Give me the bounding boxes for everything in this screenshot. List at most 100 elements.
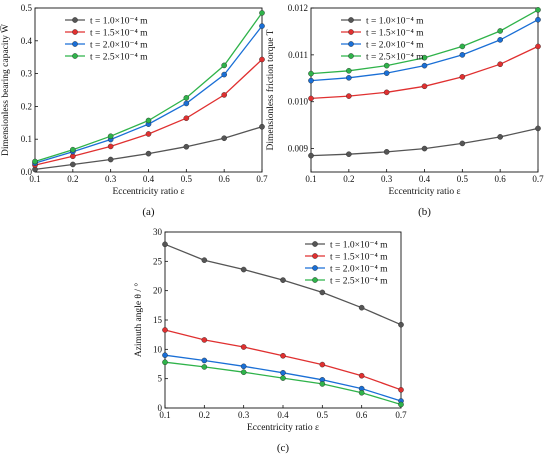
data-point <box>398 321 404 328</box>
y-tick-label: 0.5 <box>21 3 33 13</box>
data-point <box>162 327 168 333</box>
x-tick-label: 0.3 <box>105 174 117 184</box>
legend-swatch-marker <box>72 53 78 59</box>
legend-label: t = 2.5×10⁻⁴ m <box>90 53 148 63</box>
data-point <box>259 10 265 16</box>
data-point <box>201 257 208 263</box>
series-line-2 <box>34 59 263 166</box>
y-tick-label: 15 <box>153 315 163 325</box>
legend-swatch-marker <box>348 17 354 23</box>
x-tick-label: 0.2 <box>199 410 210 420</box>
y-tick-label: 0.4 <box>21 36 33 46</box>
x-tick-label: 0.5 <box>457 174 469 184</box>
x-tick-label: 0.5 <box>317 410 329 420</box>
data-point <box>308 95 314 102</box>
legend-swatch-marker <box>72 29 78 35</box>
data-point <box>259 23 265 29</box>
y-axis-title: Azimuth angle θ / ° <box>133 283 144 358</box>
data-point <box>280 369 286 376</box>
legend-label: t = 1.0×10⁻⁴ m <box>366 17 424 27</box>
x-tick-label: 0.6 <box>356 410 368 420</box>
y-tick-label: 30 <box>153 227 163 237</box>
legend-label: t = 2.0×10⁻⁴ m <box>90 41 148 51</box>
panel-label: (b) <box>418 206 431 218</box>
series-line-4 <box>164 361 402 406</box>
legend-swatch-marker <box>312 253 318 259</box>
data-point <box>107 133 114 140</box>
data-point <box>383 89 390 96</box>
legend-swatch-marker <box>312 277 318 283</box>
legend: t = 1.0×10⁻⁴ m t = 1.5×10⁻⁴ m t = 2.0×10⁻⁴… <box>305 241 388 287</box>
legend: t = 1.0×10⁻⁴ m t = 1.5×10⁻⁴ m t = 2.0×10⁻⁴… <box>341 17 424 63</box>
data-point <box>535 7 541 13</box>
y-tick-label: 0.011 <box>288 50 308 60</box>
x-tick-label: 0.1 <box>29 174 40 184</box>
panel-label: (c) <box>277 442 290 454</box>
data-point <box>398 401 404 408</box>
data-point <box>346 75 352 81</box>
y-tick-label: 0.0 <box>21 167 33 177</box>
data-point <box>497 37 503 43</box>
y-tick-label: 10 <box>153 344 163 354</box>
data-point <box>346 67 352 74</box>
legend-label: t = 1.0×10⁻⁴ m <box>90 17 148 27</box>
data-point <box>459 140 466 147</box>
data-point <box>201 357 208 364</box>
x-tick-label: 0.6 <box>495 174 507 184</box>
chart-panel-1: 0.1 0.2 0.3 0.4 0.5 0.6 0.70.00.10.20.30.40.5E… <box>0 3 268 218</box>
y-tick-label: 25 <box>153 256 163 266</box>
x-tick-label: 0.3 <box>381 174 393 184</box>
y-tick-label: 0.009 <box>288 144 309 154</box>
series-line-1 <box>310 127 539 157</box>
data-point <box>240 369 247 376</box>
data-point <box>221 71 227 78</box>
data-point <box>32 158 38 165</box>
data-point <box>398 387 404 393</box>
data-point <box>240 344 247 350</box>
data-point <box>319 289 326 296</box>
x-tick-label: 0.7 <box>532 174 544 184</box>
data-point <box>107 143 114 150</box>
data-point <box>421 54 428 61</box>
data-point <box>183 115 190 122</box>
y-tick-label: 0.1 <box>21 134 32 144</box>
x-axis-title: Eccentricity ratio ε <box>247 423 319 433</box>
legend-swatch-marker <box>72 17 78 23</box>
series-line-4 <box>34 12 263 163</box>
data-point <box>259 56 265 63</box>
legend-label: t = 1.5×10⁻⁴ m <box>90 29 148 39</box>
legend-swatch-marker <box>348 29 354 35</box>
data-point <box>497 61 503 68</box>
data-point <box>497 134 503 140</box>
data-point <box>221 62 227 69</box>
data-point <box>162 241 168 248</box>
x-tick-label: 0.4 <box>419 174 431 184</box>
data-point <box>259 123 265 130</box>
data-point <box>240 363 247 370</box>
data-point <box>383 62 390 69</box>
x-tick-label: 0.4 <box>277 410 289 420</box>
x-tick-label: 0.7 <box>256 174 268 184</box>
data-point <box>308 70 314 77</box>
chart-panel-3: 0.1 0.2 0.3 0.4 0.5 0.6 0.7 0 5 10 15 20 25 30 Eccentr… <box>133 227 407 454</box>
legend: t = 1.0×10⁻⁴ m t = 1.5×10⁻⁴ m t = 2.0×10⁻⁴… <box>65 17 148 63</box>
y-axis-title: Dimensionless friction torque T <box>265 29 276 150</box>
y-tick-label: 5 <box>158 374 163 384</box>
series-line-2 <box>310 45 539 100</box>
legend-swatch-marker <box>312 265 318 271</box>
legend-label: t = 2.5×10⁻⁴ m <box>330 277 388 287</box>
data-point <box>107 156 114 163</box>
data-point <box>319 381 326 387</box>
y-tick-label: 0.010 <box>288 97 309 107</box>
data-point <box>497 28 503 34</box>
y-tick-label: 0 <box>158 403 163 413</box>
data-point <box>421 83 428 90</box>
legend-label: t = 2.0×10⁻⁴ m <box>330 265 388 275</box>
legend-label: t = 1.0×10⁻⁴ m <box>330 241 388 251</box>
legend-label: t = 2.5×10⁻⁴ m <box>366 53 424 63</box>
x-tick-label: 0.7 <box>395 410 407 420</box>
data-point <box>183 100 190 107</box>
data-point <box>346 93 352 99</box>
data-point <box>358 304 365 311</box>
data-point <box>358 372 365 379</box>
